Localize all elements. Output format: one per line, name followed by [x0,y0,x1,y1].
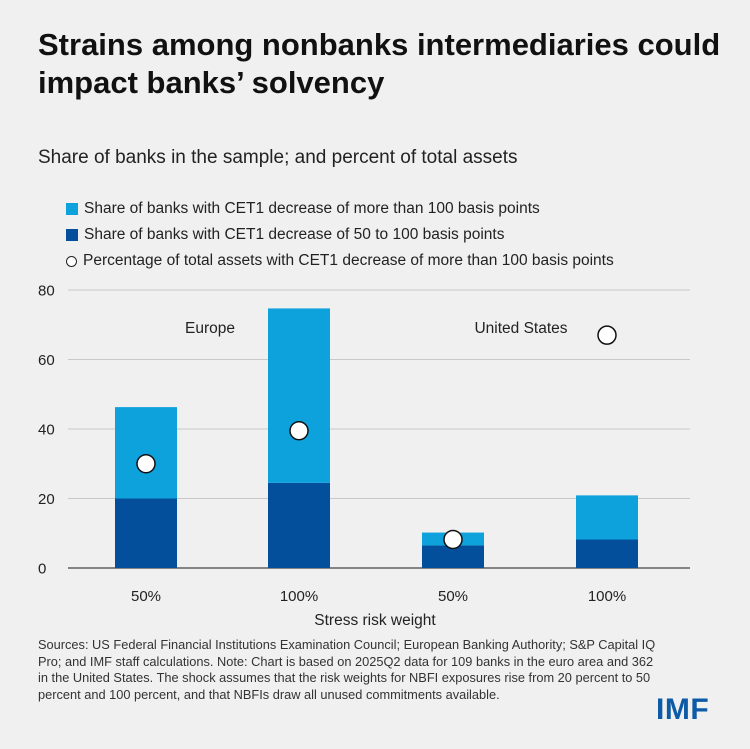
bar-dark [576,539,638,568]
x-tick-label: 50% [438,588,468,605]
legend-label-light: Share of banks with CET1 decrease of mor… [84,200,540,217]
bar-light [268,308,330,483]
y-tick-label: 0 [38,561,46,578]
y-tick-label: 60 [38,352,55,369]
legend-item-marker: Percentage of total assets with CET1 dec… [66,248,614,274]
sources-note: Sources: US Federal Financial Institutio… [38,637,656,702]
asset-share-marker [443,529,463,550]
x-tick-label: 50% [131,588,161,605]
bar-dark [422,545,484,568]
bar-dark [115,498,177,568]
x-axis-title: Stress risk weight [314,612,436,629]
legend-item-light: Share of banks with CET1 decrease of mor… [66,196,614,222]
legend-swatch-light [66,203,78,215]
bar-light [576,495,638,540]
group-label: United States [474,320,567,337]
legend-item-dark: Share of banks with CET1 decrease of 50 … [66,222,614,248]
asset-share-marker [597,325,617,345]
legend-label-dark: Share of banks with CET1 decrease of 50 … [84,226,505,243]
legend-marker-icon [66,255,77,267]
imf-logo: IMF [656,693,710,726]
legend: Share of banks with CET1 decrease of mor… [66,196,614,274]
legend-swatch-dark [66,229,78,241]
legend-label-marker: Percentage of total assets with CET1 dec… [83,252,614,269]
bar-light [115,407,177,499]
x-tick-label: 100% [588,588,626,605]
asset-share-marker [289,420,309,441]
y-tick-label: 80 [38,283,55,300]
y-tick-label: 40 [38,422,55,439]
bar-dark [268,482,330,568]
chart-title: Strains among nonbanks intermediaries co… [38,27,721,100]
chart-subtitle: Share of banks in the sample; and percen… [38,147,518,168]
group-label: Europe [185,320,235,337]
y-tick-label: 20 [38,491,55,508]
x-tick-label: 100% [280,588,318,605]
asset-share-marker [136,454,156,474]
chart-plot: 0 20 40 60 80 50% 100% 50% 100% Europe United Stat… [38,283,690,629]
